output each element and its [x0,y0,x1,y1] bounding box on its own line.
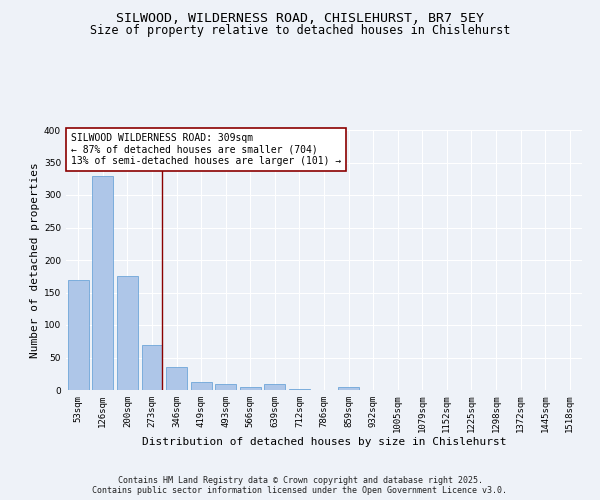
Y-axis label: Number of detached properties: Number of detached properties [30,162,40,358]
Bar [191,382,212,390]
Bar [92,176,113,390]
Bar [142,344,163,390]
X-axis label: Distribution of detached houses by size in Chislehurst: Distribution of detached houses by size … [142,436,506,446]
Bar [338,388,359,390]
Text: Contains HM Land Registry data © Crown copyright and database right 2025.
Contai: Contains HM Land Registry data © Crown c… [92,476,508,495]
Bar [117,276,138,390]
Text: Size of property relative to detached houses in Chislehurst: Size of property relative to detached ho… [90,24,510,37]
Bar [289,388,310,390]
Bar [215,384,236,390]
Text: SILWOOD, WILDERNESS ROAD, CHISLEHURST, BR7 5EY: SILWOOD, WILDERNESS ROAD, CHISLEHURST, B… [116,12,484,26]
Bar [166,367,187,390]
Bar [265,384,286,390]
Text: SILWOOD WILDERNESS ROAD: 309sqm
← 87% of detached houses are smaller (704)
13% o: SILWOOD WILDERNESS ROAD: 309sqm ← 87% of… [71,132,341,166]
Bar [240,387,261,390]
Bar [68,280,89,390]
